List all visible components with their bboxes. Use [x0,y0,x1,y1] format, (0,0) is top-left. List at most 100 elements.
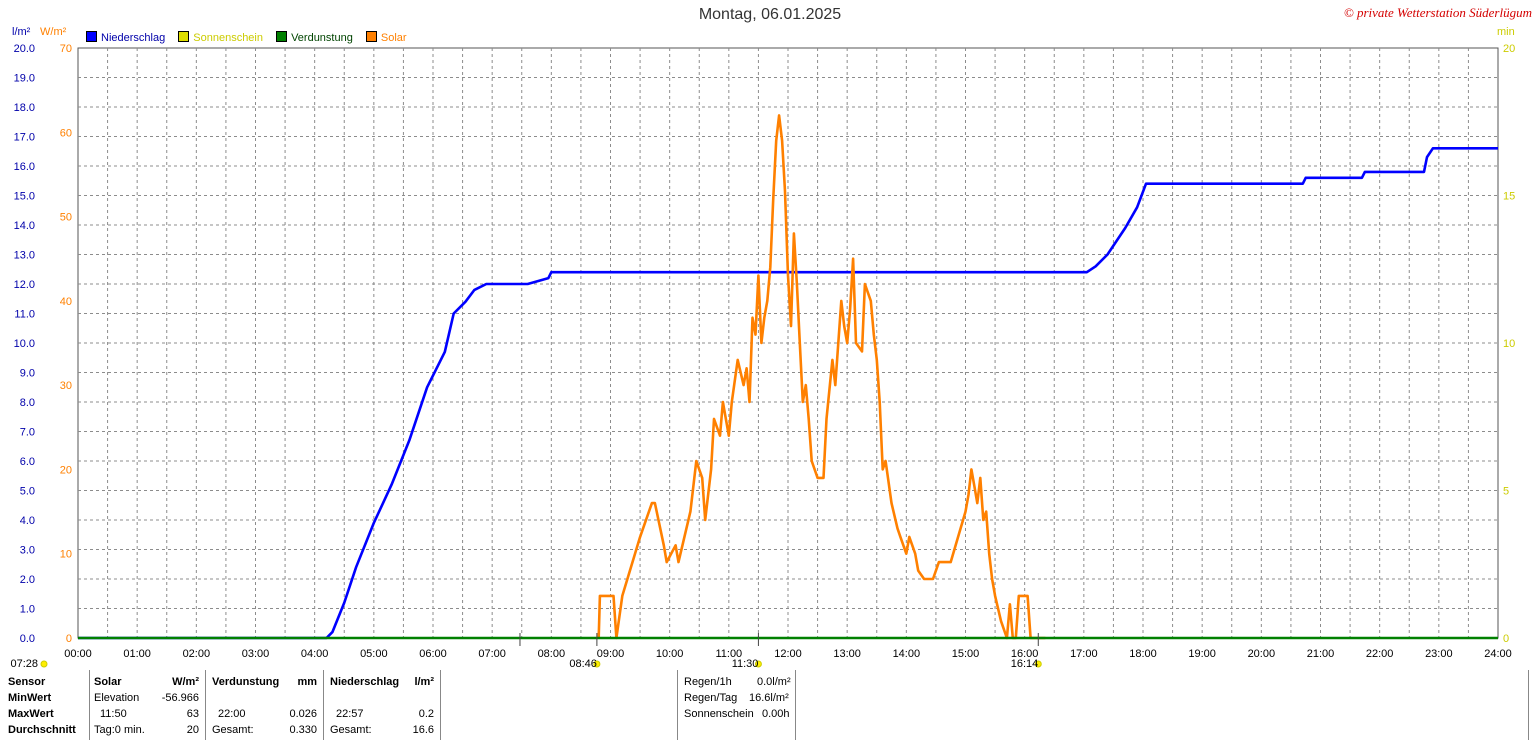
legend-swatch [276,31,288,42]
right-unit-label: min [1497,26,1515,38]
sun-marker-label: 07:28 [10,658,38,670]
y-left-tick-label: 4.0 [20,515,35,527]
x-tick-label: 08:00 [538,648,566,660]
stats-cell: Gesamt: [212,724,254,736]
y-left-tick-label: 17.0 [14,132,35,144]
sun-marker-label: 11:30 [732,658,759,670]
x-tick-label: 00:00 [64,648,92,660]
table-divider [1528,670,1529,740]
x-tick-label: 04:00 [301,648,329,660]
chart-title: Montag, 06.01.2025 [698,6,842,23]
x-tick-label: 09:00 [597,648,625,660]
chart-area: 0.0 1.0 2.0 3.0 4.0 5.0 6.0 7.0 8.0 9.0 10.0 11.0 12… [10,43,1515,670]
x-tick-label: 05:00 [360,648,388,660]
copyright-text: © private Wetterstation Süderlügum [1343,5,1532,20]
x-tick-label: 12:00 [774,648,802,660]
y-right-tick-label: 10 [1503,338,1515,350]
stats-header-verdunstung: Verdunstung [212,676,280,688]
stats-header-verd-unit: mm [297,676,317,688]
legend-swatch [178,31,190,42]
stats-header-nieder-unit: l/m² [414,676,434,688]
x-tick-label: 18:00 [1129,648,1157,660]
stats-cell: 0.330 [289,724,317,736]
stats-header-sensor: Sensor [8,676,46,688]
summary-value: 16.6l/m² [749,692,789,704]
x-tick-label: 06:00 [419,648,447,660]
x-tick-label: 15:00 [952,648,980,660]
table-divider [795,670,796,740]
stats-cell: 63 [186,708,199,720]
stats-cell: Gesamt: [330,724,372,736]
stats-header-niederschlag: Niederschlag [330,676,400,688]
x-tick-label: 01:00 [123,648,151,660]
x-tick-label: 19:00 [1188,648,1216,660]
x-tick-label: 17:00 [1070,648,1098,660]
y-left-tick-label: 14.0 [14,220,35,232]
y-right-tick-label: 20 [1503,43,1515,55]
stats-cell: 22:57 [336,708,364,720]
y-left-tick-label: 5.0 [20,486,35,498]
summary-value: 0.00h [762,708,790,720]
y-left-tick-label: 12.0 [14,279,35,291]
y-solar-tick-label: 0 [66,633,72,645]
table-divider [677,670,678,740]
x-tick-label: 11:00 [715,648,742,660]
y-left-tick-label: 7.0 [20,427,35,439]
x-tick-label: 20:00 [1248,648,1276,660]
x-tick-label: 02:00 [183,648,211,660]
legend-item-niederschlag: Niederschlag [86,31,165,44]
y-left-tick-label: 13.0 [14,250,35,262]
sun-marker-dot [40,660,48,668]
legend-swatch [365,31,377,42]
stats-header-solar: Solar [94,676,122,688]
y-left-tick-label: 18.0 [14,102,35,114]
stats-cell: 11:50 [100,708,127,720]
x-tick-label: 13:00 [833,648,861,660]
table-divider [323,670,324,740]
summary-label: Regen/1h [684,676,732,688]
x-tick-label: 03:00 [242,648,270,660]
stats-row-label: MaxWert [8,708,54,720]
stats-cell: 20 [186,724,199,736]
y-left-tick-label: 6.0 [20,456,35,468]
y-left-tick-label: 8.0 [20,397,35,409]
left-unit-label: l/m² [12,26,31,38]
summary-value: 0.0l/m² [757,676,791,688]
x-tick-label: 07:00 [478,648,506,660]
stats-cell: 0.2 [418,708,434,720]
stats-cell: Elevation [94,692,140,704]
y-left-tick-label: 10.0 [14,338,35,350]
legend-item-verdunstung: Verdunstung [276,31,353,44]
y-solar-tick-label: 60 [60,127,72,139]
y-left-tick-label: 11.0 [14,309,35,321]
stats-cell: 0.026 [289,708,317,720]
stats-cell: -56.966 [161,692,199,704]
table-divider [205,670,206,740]
legend-swatch [86,31,97,42]
summary-label: Regen/Tag [684,692,738,704]
stats-row-label: MinWert [8,692,52,704]
sun-marker-dot [754,660,762,668]
sun-marker-dot [1034,660,1042,668]
x-tick-label: 23:00 [1425,648,1453,660]
table-divider [440,670,441,740]
y-solar-tick-label: 40 [60,296,72,308]
legend: Niederschlag Sonnenschein Verdunstung So… [86,31,417,44]
y-left-tick-label: 3.0 [20,545,35,557]
stats-row-label: Durchschnitt [8,724,76,736]
x-tick-label: 22:00 [1366,648,1394,660]
x-tick-label: 14:00 [893,648,921,660]
x-tick-label: 21:00 [1307,648,1335,660]
x-tick-label: 24:00 [1484,648,1512,660]
stats-cell: 16.6 [412,724,434,736]
x-tick-label: 16:00 [1011,648,1039,660]
y-solar-tick-label: 70 [60,43,72,55]
sun-marker-dot [593,660,601,668]
y-left-tick-label: 1.0 [20,604,35,616]
y-left-tick-label: 9.0 [20,368,35,380]
summary-label: Sonnenschein [684,708,754,720]
y-right-tick-label: 5 [1503,486,1509,498]
stats-cell: Tag:0 min. [94,724,145,736]
y-solar-tick-label: 20 [60,464,72,476]
y-left-tick-label: 19.0 [14,73,35,85]
